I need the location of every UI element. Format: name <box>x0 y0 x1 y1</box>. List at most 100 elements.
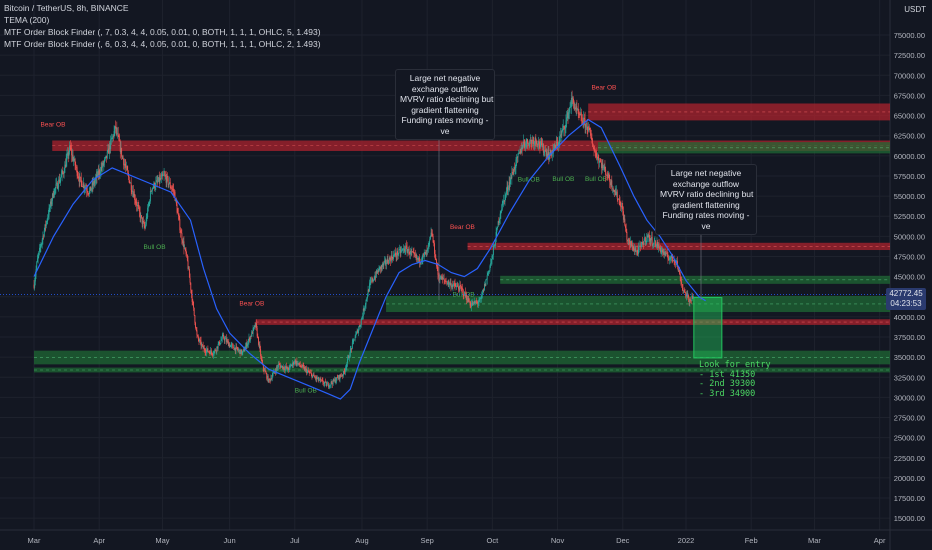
candle-body <box>180 230 181 233</box>
candle-body <box>115 127 117 129</box>
candle-body <box>169 182 171 188</box>
candle-body <box>58 179 60 183</box>
candle-body <box>573 103 575 110</box>
candle-body <box>394 252 396 255</box>
candle-body <box>217 346 218 349</box>
candle-body <box>71 149 73 156</box>
candle-body <box>604 166 606 170</box>
candle-body <box>129 182 131 184</box>
candle-body <box>397 253 399 256</box>
candle-body <box>531 140 533 144</box>
candle-body <box>608 173 610 180</box>
candle-body <box>144 226 146 228</box>
annotation-callout-1[interactable]: Large net negative exchange outflow MVRV… <box>395 69 495 140</box>
candle-body <box>301 365 303 368</box>
candle-body <box>635 250 637 251</box>
candle-body <box>204 348 205 351</box>
candle-body <box>155 181 157 187</box>
x-tick-label: Mar <box>808 536 821 545</box>
candle-body <box>599 160 601 162</box>
callout-line: Funding rates moving - <box>662 210 750 220</box>
candle-body <box>130 182 132 191</box>
y-tick-label: 17500.00 <box>894 494 925 503</box>
candle-body <box>542 143 544 153</box>
candle-body <box>692 295 694 299</box>
candle-body <box>349 349 351 357</box>
candle-body <box>410 250 412 253</box>
candle-body <box>375 270 377 278</box>
candle-body <box>607 176 609 178</box>
candle-body <box>235 346 237 352</box>
candle-body <box>408 248 410 255</box>
candle-body <box>130 182 131 184</box>
candle-body <box>669 258 671 260</box>
candle-body <box>624 218 626 226</box>
candle-body <box>468 298 470 302</box>
candle-body <box>550 149 552 154</box>
candle-body <box>612 188 614 192</box>
candle-body <box>308 370 309 373</box>
candle-body <box>324 381 326 383</box>
candle-body <box>187 260 189 269</box>
candle-body <box>45 224 47 226</box>
candle-body <box>269 379 271 381</box>
candle-body <box>357 330 359 333</box>
candle-body <box>407 250 409 253</box>
candle-body <box>186 254 188 261</box>
candle-body <box>514 167 516 170</box>
callout-line: gradient flattening <box>672 199 740 210</box>
candle-body <box>298 362 300 364</box>
candle-body <box>362 308 364 317</box>
candle-body <box>588 126 590 128</box>
candle-body <box>640 245 642 247</box>
y-tick-label: 57500.00 <box>894 172 925 181</box>
candle-body <box>329 384 331 386</box>
candle-body <box>485 279 487 286</box>
annotation-callout-2[interactable]: Large net negative exchange outflow MVRV… <box>655 164 757 235</box>
candle-body <box>431 233 433 237</box>
candle-body <box>553 144 555 149</box>
order-block-indicator-1-label[interactable]: MTF Order Block Finder (, 7, 0.3, 4, 4, … <box>4 27 321 37</box>
candle-body <box>319 380 320 381</box>
candle-body <box>200 340 202 346</box>
candle-body <box>230 344 232 346</box>
candle-body <box>293 362 294 365</box>
candle-body <box>399 249 401 254</box>
candle-body <box>145 217 147 225</box>
x-tick-label: Jul <box>290 536 300 545</box>
candle-body <box>278 364 280 365</box>
candle-body <box>82 183 84 187</box>
candle-body <box>393 254 395 256</box>
candle-body <box>590 130 592 136</box>
candle-body <box>345 368 346 372</box>
y-tick-label: 65000.00 <box>894 112 925 121</box>
candle-body <box>580 114 582 115</box>
symbol-title[interactable]: Bitcoin / TetherUS, 8h, BINANCE <box>4 3 129 13</box>
candle-body <box>505 191 507 195</box>
candle-body <box>335 380 337 383</box>
candle-body <box>601 162 602 169</box>
order-block-indicator-2-label[interactable]: MTF Order Block Finder (, 6, 0.3, 4, 4, … <box>4 39 321 49</box>
candle-body <box>445 281 447 283</box>
tema-indicator-label[interactable]: TEMA (200) <box>4 15 50 25</box>
candle-body <box>340 374 342 376</box>
candle-body <box>532 139 534 141</box>
y-tick-label: 67500.00 <box>894 91 925 100</box>
candle-body <box>583 117 585 125</box>
candle-body <box>518 153 520 154</box>
candle-body <box>577 108 579 114</box>
candle-body <box>156 180 158 182</box>
candle-body <box>323 382 325 385</box>
candle-body <box>385 260 387 265</box>
candle-body <box>158 177 160 182</box>
candle-body <box>104 159 105 163</box>
candle-body <box>379 266 381 268</box>
candle-body <box>162 174 164 176</box>
candle-body <box>382 263 384 266</box>
candle-body <box>121 156 123 157</box>
candle-body <box>193 302 194 308</box>
candle-body <box>112 135 114 139</box>
candle-body <box>316 376 318 379</box>
candle-body <box>651 237 653 245</box>
